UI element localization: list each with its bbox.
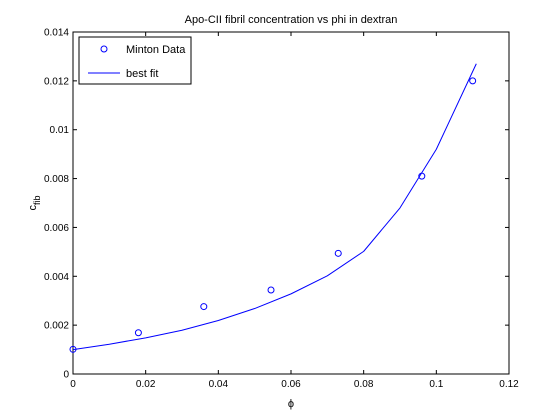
data-point-minton [134, 329, 142, 337]
x-tick-label: 0.06 [281, 379, 301, 390]
plot-area [72, 31, 510, 375]
x-tick-label: 0.04 [209, 379, 229, 390]
best-fit-line [72, 63, 477, 351]
y-tick-label: 0.008 [44, 174, 69, 185]
svg-text:cfib: cfib [27, 195, 42, 210]
legend-marker-minton-data [100, 45, 108, 53]
y-tick-label: 0.004 [44, 272, 69, 283]
y-tick-label: 0.014 [44, 28, 69, 39]
legend-box [78, 36, 192, 85]
data-point-minton [469, 77, 477, 85]
y-tick-label: 0.01 [50, 125, 70, 136]
legend: Minton Data best fit [78, 36, 192, 85]
x-tick-label: 0.1 [429, 379, 443, 390]
data-point-minton [267, 286, 275, 294]
x-tick-label: 0.12 [499, 379, 519, 390]
x-tick-label: 0 [70, 379, 76, 390]
x-axis-label: ϕ [288, 398, 294, 410]
data-point-minton [200, 303, 208, 311]
y-tick-label: 0.002 [44, 321, 69, 332]
chart-title: Apo-CII fibril concentration vs phi in d… [185, 14, 398, 26]
x-tick-label: 0.08 [354, 379, 374, 390]
y-axis-label-subscript: fib [32, 195, 42, 205]
series-layer [69, 63, 477, 353]
y-tick-label: 0 [63, 370, 69, 381]
y-axis-label-main: c [27, 205, 39, 211]
y-tick-label: 0.006 [44, 223, 69, 234]
data-point-minton [334, 249, 342, 257]
y-axis-label: cfib [27, 195, 42, 210]
legend-label-best-fit: best fit [126, 68, 158, 80]
legend-label-minton-data: Minton Data [126, 44, 186, 56]
y-axis-ticks: 0 0.002 0.004 0.006 0.008 0.01 0.012 0.014 [44, 28, 509, 381]
x-tick-label: 0.02 [136, 379, 156, 390]
y-tick-label: 0.012 [44, 76, 69, 87]
x-axis-ticks: 0 0.02 0.04 0.06 0.08 0.1 0.12 [70, 32, 519, 390]
